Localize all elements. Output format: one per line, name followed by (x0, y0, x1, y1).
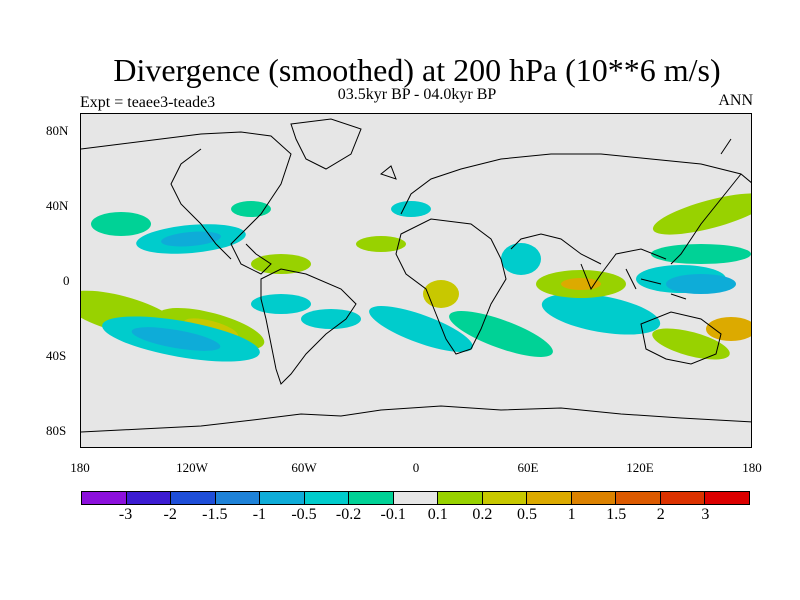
lon-tick-60w: 60W (291, 460, 317, 475)
anomaly-blob (231, 201, 271, 217)
colorbar-box (126, 492, 172, 504)
colorbar-label: -2 (163, 506, 177, 523)
lat-tick-80s: 80S (46, 423, 67, 438)
lon-tick-180w: 180 (70, 460, 90, 475)
colorbar-label: 1 (567, 506, 576, 523)
coastline-north-america (81, 131, 292, 275)
colorbar-box (705, 492, 749, 504)
colorbar-label: -0.1 (380, 506, 406, 523)
lon-tick-180e: 180 (742, 460, 762, 475)
colorbar-box (260, 492, 305, 504)
lon-tick-120e: 120E (626, 460, 654, 475)
anomaly-blob (131, 327, 221, 351)
coastline-australia (640, 311, 722, 365)
plot-title: Divergence (smoothed) at 200 hPa (10**6 … (113, 52, 721, 88)
colorbar-box (660, 492, 706, 504)
colorbar-label: 1.5 (606, 506, 627, 523)
coastline-islands (379, 138, 732, 300)
colorbar-label: -0.2 (335, 506, 362, 523)
colorbar-box (571, 492, 617, 504)
lon-tick-120w: 120W (176, 460, 208, 475)
plot-subtitle: 03.5kyr BP - 04.0kyr BP (337, 86, 497, 103)
colorbar-label: 0.2 (472, 506, 493, 523)
colorbar-box (82, 492, 127, 504)
lat-tick-0: 0 (63, 273, 70, 288)
colorbar-box (349, 492, 394, 504)
lon-tick-0: 0 (412, 460, 420, 475)
anomaly-blob (161, 231, 221, 247)
colorbar-box (393, 492, 439, 504)
colorbar-box (527, 492, 572, 504)
coastline-eurasia (400, 153, 751, 291)
colorbar-box (438, 492, 483, 504)
anomaly-blob (356, 236, 406, 252)
anomaly-blob (251, 294, 311, 314)
anomaly-blob (666, 274, 736, 294)
colorbar-box (215, 492, 261, 504)
lat-tick-40n: 40N (46, 198, 69, 213)
anomaly-blob (423, 280, 459, 308)
colorbar-label: 0.1 (427, 506, 448, 523)
anomaly-blob (391, 201, 431, 217)
anomaly-blob (301, 309, 361, 329)
coastline-africa (395, 218, 507, 355)
anomaly-blob (541, 293, 661, 335)
map-svg (81, 118, 751, 433)
colorbar-box (171, 492, 216, 504)
anomaly-blob (449, 311, 553, 357)
coastline-south-america (260, 268, 357, 385)
lat-tick-40s: 40S (46, 348, 67, 363)
anomaly-blob (652, 193, 751, 235)
anomaly-blob (91, 212, 151, 236)
lat-tick-80n: 80N (46, 123, 69, 138)
colorbar (81, 491, 750, 505)
coastlines (81, 118, 751, 433)
anomaly-blob (501, 243, 541, 275)
colorbar-label: 2 (656, 506, 665, 523)
colorbar-box (304, 492, 350, 504)
anomaly-blob (652, 328, 730, 360)
anomaly-blob (706, 317, 751, 341)
coastline-greenland (290, 118, 362, 170)
period-label: ANN (718, 92, 753, 109)
colorbar-box (482, 492, 528, 504)
colorbar-label: -1 (252, 506, 267, 523)
map-panel (80, 113, 752, 448)
anomaly-blob (651, 244, 751, 264)
colorbar-box (616, 492, 661, 504)
lon-tick-60e: 60E (517, 460, 539, 475)
divergence-field (81, 193, 751, 362)
experiment-label: Expt = teaee3-teade3 (80, 94, 216, 111)
colorbar-label: -0.5 (291, 506, 317, 523)
colorbar-label: 0.5 (517, 506, 537, 523)
colorbar-label: -3 (118, 506, 133, 523)
colorbar-label: -1.5 (202, 506, 228, 523)
coastline-antarctica (81, 405, 751, 433)
anomaly-blob (561, 278, 601, 290)
colorbar-label: 3 (701, 506, 710, 523)
